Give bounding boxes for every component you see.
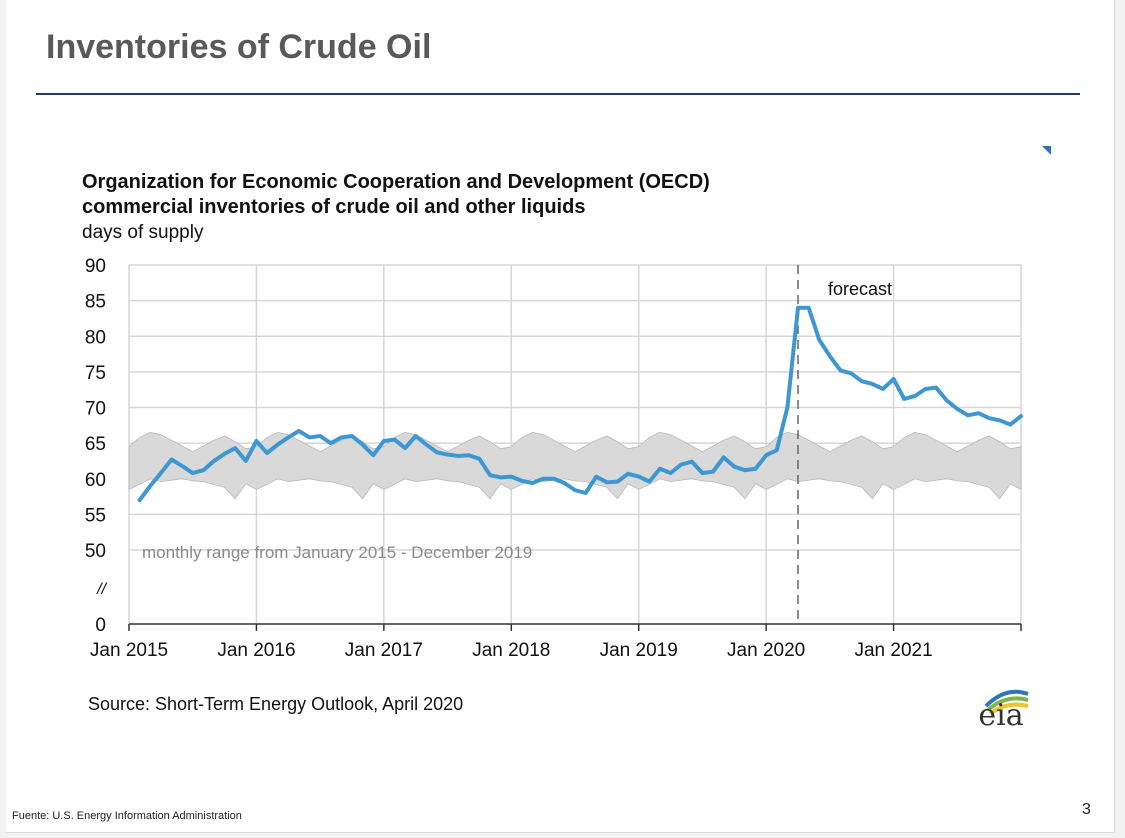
y-tick-label: 55 <box>85 505 106 526</box>
footer-source: Fuente: U.S. Energy Information Administ… <box>12 810 242 822</box>
y-tick-label: // <box>96 581 107 598</box>
chart-labels: forecast monthly range from January 2015… <box>142 279 892 562</box>
x-tick-label: Jan 2017 <box>345 640 423 661</box>
x-tick-label: Jan 2019 <box>600 640 678 661</box>
series-line <box>137 305 1023 503</box>
chart-title-line-2: commercial inventories of crude oil and … <box>82 196 586 218</box>
y-tick-label: 75 <box>85 363 106 384</box>
y-tick-label: 70 <box>85 399 106 420</box>
slide: Inventories of Crude Oil <box>6 0 1115 833</box>
forecast-label: forecast <box>828 279 892 299</box>
y-tick-label: 85 <box>85 292 106 313</box>
y-tick-label: 80 <box>85 327 106 348</box>
x-tick-label: Jan 2020 <box>727 640 805 661</box>
inventory-series-line <box>137 305 1023 503</box>
corner-decoration <box>1042 146 1051 155</box>
x-tick-label: Jan 2018 <box>472 640 550 661</box>
axes: 90 85 80 75 70 65 60 55 50 // 0 Jan 2015 Jan 2016 Jan… <box>85 256 1022 661</box>
y-axis-units-label: days of supply <box>82 222 204 243</box>
x-tick-label: Jan 2016 <box>217 640 295 661</box>
eia-logo: eia <box>968 684 1034 734</box>
x-tick-label: Jan 2015 <box>90 640 168 661</box>
chart-title: Organization for Economic Cooperation an… <box>82 170 710 220</box>
y-tick-label: 65 <box>85 434 106 455</box>
y-tick-label: 60 <box>85 470 106 491</box>
eia-logo-arcs-icon <box>984 689 1029 716</box>
y-tick-label: 0 <box>95 615 106 636</box>
title-divider <box>36 93 1080 95</box>
eia-logo-text: eia <box>978 698 1024 733</box>
page-number: 3 <box>1082 801 1091 818</box>
slide-title: Inventories of Crude Oil <box>46 28 432 66</box>
x-tick-label: Jan 2021 <box>854 640 932 661</box>
chart-source-note: Source: Short-Term Energy Outlook, April… <box>88 694 464 714</box>
y-tick-label: 50 <box>85 541 106 562</box>
y-tick-label: 90 <box>85 256 106 277</box>
chart-title-line-1: Organization for Economic Cooperation an… <box>82 171 710 193</box>
range-band-label: monthly range from January 2015 - Decemb… <box>142 543 532 562</box>
